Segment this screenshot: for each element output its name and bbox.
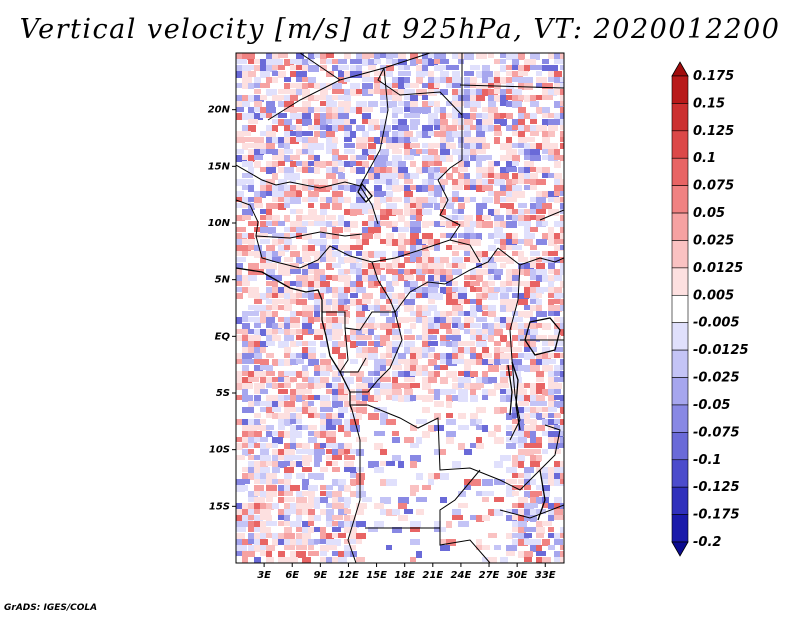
border-line (449, 239, 481, 263)
colorbar-label: 0.0125 (693, 261, 743, 276)
colorbar-label: -0.025 (693, 371, 740, 386)
border-line (509, 264, 521, 361)
lon-tick-label: 12E (338, 570, 359, 581)
lake-victoria (524, 317, 561, 356)
border-line (322, 311, 395, 331)
border-line (350, 404, 501, 481)
colorbar-swatch (671, 377, 689, 406)
colorbar-label: 0.125 (693, 124, 734, 139)
colorbar-label: -0.05 (693, 398, 730, 413)
border-line (377, 67, 463, 116)
colorbar-label: 0.1 (693, 151, 716, 166)
colorbar-label: -0.0125 (693, 343, 749, 358)
colorbar-label: -0.005 (693, 316, 740, 331)
lat-tick-label: 5N (215, 275, 231, 286)
colorbar-min-arrow (671, 541, 689, 557)
lon-tick-label: 18E (394, 570, 415, 581)
colorbar-label: -0.175 (693, 508, 740, 523)
colorbar-max-arrow (671, 61, 689, 77)
colorbar-label: 0.025 (693, 233, 734, 248)
border-line (236, 199, 351, 269)
colorbar-swatch (671, 267, 689, 296)
border-line (539, 209, 564, 221)
colorbar-swatch (671, 349, 689, 378)
lake-tanganyika (507, 361, 521, 431)
velocity-field (236, 53, 564, 563)
border-line (444, 247, 499, 285)
border-line (499, 424, 561, 491)
border-line (255, 231, 363, 239)
border-line (267, 79, 341, 121)
border-line (347, 409, 361, 563)
border-line (365, 469, 481, 529)
border-line (439, 528, 491, 563)
border-line (499, 504, 564, 519)
lon-tick-label: 21E (422, 570, 443, 581)
colorbar-label: -0.1 (693, 453, 721, 468)
colorbar-label: -0.075 (693, 425, 740, 440)
lat-tick-label: EQ (215, 331, 231, 342)
lat-tick-label: 5S (216, 388, 230, 399)
border-line (299, 53, 431, 81)
colorbar-label: 0.005 (693, 288, 734, 303)
coastline (236, 267, 353, 411)
lat-tick-label: 10N (208, 218, 231, 229)
border-line (497, 247, 564, 266)
lake-malawi (537, 469, 546, 521)
country-borders (236, 53, 564, 563)
border-line (437, 53, 463, 181)
border-line (509, 359, 521, 441)
colorbar-swatch (671, 459, 689, 488)
colorbar-swatch (671, 404, 689, 433)
border-line (459, 84, 564, 89)
border-line (350, 311, 403, 393)
lon-tick-label: 24E (451, 570, 472, 581)
colorbar-swatch (671, 103, 689, 132)
colorbar-swatch (671, 130, 689, 159)
colorbar-label: 0.05 (693, 206, 725, 221)
colorbar-swatch (671, 486, 689, 515)
lon-tick-label: 30E (507, 570, 528, 581)
colorbar-label: 0.15 (693, 96, 725, 111)
colorbar-swatch (671, 294, 689, 324)
lon-axis: 3E 6E 9E 12E 15E 18E 21E 24E 27E 30E 33E (257, 563, 556, 581)
colorbar-label: -0.125 (693, 480, 740, 495)
colorbar-swatch (671, 157, 689, 186)
lat-tick-label: 10S (209, 445, 230, 456)
colorbar-swatch (671, 185, 689, 214)
colorbar-swatch (671, 212, 689, 241)
colorbar-label: 0.175 (693, 69, 734, 84)
lat-tick-label: 15N (208, 161, 231, 172)
border-line (236, 164, 361, 189)
lon-tick-label: 6E (285, 570, 299, 581)
colorbar: 0.175 0.15 0.125 0.1 0.075 0.05 0.025 0.0125 0.0… (671, 61, 749, 557)
colorbar-swatch (671, 432, 689, 461)
colorbar-swatch (671, 514, 689, 543)
lon-tick-label: 27E (479, 570, 500, 581)
colorbar-label: -0.2 (693, 535, 721, 550)
colorbar-swatch (671, 75, 689, 104)
colorbar-swatch (671, 240, 689, 269)
border-line (359, 67, 389, 225)
lat-axis: 20N 15N 10N 5N EQ 5S 10S 15S (208, 105, 236, 512)
grads-credit: GrADS: IGES/COLA (4, 603, 98, 613)
lon-tick-label: 33E (535, 570, 556, 581)
lat-tick-label: 15S (209, 501, 230, 512)
map-frame (235, 52, 565, 564)
colorbar-label: 0.075 (693, 179, 734, 194)
colorbar-swatch (671, 322, 689, 351)
lon-tick-label: 15E (366, 570, 387, 581)
lake-chad (357, 182, 373, 203)
chart-title: Vertical velocity [m/s] at 925hPa, VT: 2… (19, 14, 781, 45)
lon-tick-label: 3E (257, 570, 271, 581)
lon-tick-label: 9E (313, 570, 327, 581)
lat-tick-label: 20N (208, 105, 231, 116)
